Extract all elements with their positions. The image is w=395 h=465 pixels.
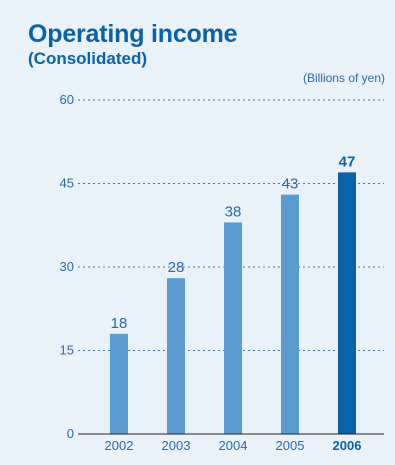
y-tick-label: 60 bbox=[60, 92, 74, 107]
y-tick-label: 30 bbox=[60, 259, 74, 274]
y-tick-label: 15 bbox=[60, 343, 74, 358]
chart-title: Operating income bbox=[28, 20, 238, 48]
bar bbox=[281, 194, 299, 434]
data-label: 43 bbox=[282, 176, 299, 193]
bar bbox=[110, 333, 128, 434]
x-tick-label: 2004 bbox=[219, 438, 248, 453]
chart-subtitle: (Consolidated) bbox=[28, 49, 147, 68]
y-tick-label: 45 bbox=[60, 176, 74, 191]
x-tick-label: 2003 bbox=[162, 438, 191, 453]
data-label: 28 bbox=[168, 259, 185, 276]
data-label: 18 bbox=[111, 315, 128, 332]
bar bbox=[224, 222, 242, 434]
x-tick-label: 2002 bbox=[105, 438, 134, 453]
x-tick-label: 2006 bbox=[333, 438, 362, 453]
data-label: 38 bbox=[225, 203, 242, 220]
data-label: 47 bbox=[339, 153, 356, 170]
bar bbox=[167, 278, 185, 434]
unit-label: (Billions of yen) bbox=[302, 71, 385, 85]
x-tick-label: 2005 bbox=[276, 438, 305, 453]
y-tick-label: 0 bbox=[67, 426, 74, 441]
bar bbox=[338, 172, 356, 434]
